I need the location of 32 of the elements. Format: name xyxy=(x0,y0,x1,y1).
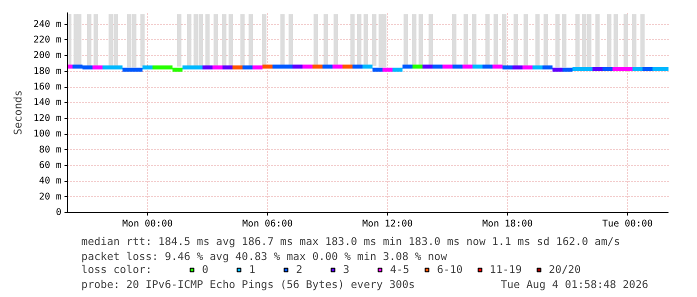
y-tick-label: 180 m xyxy=(33,66,62,77)
y-tick-label: 160 m xyxy=(33,82,62,93)
legend-label: 4-5 xyxy=(390,263,410,276)
legend-label: 3 xyxy=(343,263,350,276)
x-tick-label: Mon 18:00 xyxy=(482,218,534,230)
y-tick-label: 60 m xyxy=(39,160,62,171)
legend-label: 0 xyxy=(202,263,210,276)
legend-label: 6-10 xyxy=(437,263,463,276)
x-tick-label: Mon 12:00 xyxy=(362,218,414,230)
legend-label: 20/20 xyxy=(548,263,581,276)
text: median rtt: 184.5 ms avg 186.7 ms max 183.0 ms min 183.0 ms now 1.1 ms sd 162.0 am/s xyxy=(81,235,620,248)
x-tick-label: Mon 06:00 xyxy=(242,218,294,230)
y-tick-label: 120 m xyxy=(33,112,62,124)
y-tick-label: 40 m xyxy=(39,176,62,187)
y-tick-label: 80 m xyxy=(39,144,62,156)
y-tick-label: 20 m xyxy=(39,191,62,202)
y-tick-label: 140 m xyxy=(33,97,62,108)
y-tick-label: 240 m xyxy=(33,18,62,30)
legend-label: 2 xyxy=(296,263,304,276)
x-tick-label: Mon 00:00 xyxy=(122,218,174,230)
legend-label: 1 xyxy=(249,263,256,276)
y-axis-title: Seconds xyxy=(11,90,24,135)
y-tick-label: 0 xyxy=(56,207,62,218)
text: Tue Aug 4 01:58:48 2026 xyxy=(500,278,648,291)
y-tick-label: 200 m xyxy=(33,50,62,62)
y-tick-label: 220 m xyxy=(33,34,62,46)
y-tick-label: 100 m xyxy=(33,128,62,140)
x-tick-label: Tue 00:00 xyxy=(602,218,654,230)
text: probe: 20 IPv6-ICMP Echo Pings (56 Bytes) every 300s xyxy=(81,278,415,291)
legend-title: loss color: xyxy=(81,263,152,276)
legend-label: 11-19 xyxy=(490,263,522,276)
text: packet loss: 9.46 % avg 40.83 % max 0.00 % min 3.08 % now xyxy=(81,250,448,263)
